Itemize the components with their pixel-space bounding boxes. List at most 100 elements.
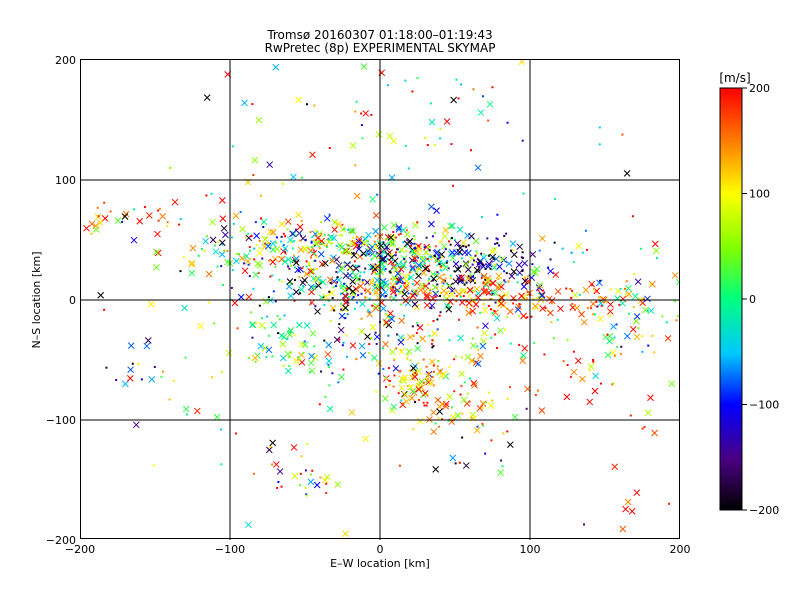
data-point-dot (388, 270, 391, 273)
data-point-x (599, 295, 607, 303)
data-point-x (671, 272, 679, 279)
data-point-dot (625, 293, 628, 296)
data-point-x (433, 248, 441, 256)
data-point-x (420, 269, 428, 277)
data-point-dot (496, 242, 499, 245)
data-point-x (308, 352, 315, 360)
data-point-x (440, 370, 448, 378)
data-point-x (381, 223, 388, 231)
data-point-dot (413, 238, 416, 241)
data-point-x (329, 257, 336, 265)
data-point-dot (483, 253, 486, 256)
data-point-dot (583, 523, 586, 526)
data-point-x (154, 249, 162, 257)
data-point-dot (556, 318, 559, 321)
data-point-dot (355, 301, 358, 304)
data-point-dot (236, 327, 239, 330)
data-point-dot (414, 246, 417, 249)
data-point-x (233, 257, 240, 265)
data-point-x (445, 305, 453, 313)
data-point-x (322, 293, 330, 300)
data-point-x (292, 288, 300, 296)
data-point-x (520, 293, 527, 301)
data-point-dot (406, 353, 409, 356)
data-point-x (464, 274, 472, 282)
data-point-x (520, 283, 528, 290)
data-point-dot (476, 345, 479, 348)
data-point-x (570, 368, 578, 376)
data-point-x (331, 226, 338, 233)
data-point-x (358, 328, 366, 335)
data-point-dot (653, 351, 656, 354)
data-point-dot (436, 328, 439, 331)
data-point-dot (352, 296, 355, 299)
data-point-dot (161, 370, 164, 373)
data-point-dot (613, 336, 616, 339)
data-point-dot (313, 104, 316, 107)
data-point-dot (438, 241, 441, 244)
data-point-dot (425, 236, 428, 239)
data-point-dot (482, 95, 485, 98)
data-point-x (289, 257, 297, 265)
data-point-x (354, 276, 362, 283)
data-point-x (497, 300, 505, 307)
data-point-dot (398, 464, 401, 467)
data-point-dot (280, 485, 283, 488)
data-point-x (432, 290, 439, 298)
data-point-dot (413, 401, 416, 404)
data-point-dot (347, 301, 350, 304)
data-point-dot (371, 304, 374, 307)
data-point-x (401, 290, 409, 298)
data-point-x (402, 391, 409, 398)
data-point-dot (428, 249, 431, 252)
data-point-dot (476, 348, 479, 351)
data-point-dot (220, 265, 223, 268)
data-point-x (301, 245, 308, 253)
data-point-x (625, 284, 632, 292)
data-point-dot (446, 260, 449, 263)
data-point-dot (385, 237, 388, 240)
data-point-dot (339, 285, 342, 288)
data-point-x (415, 272, 422, 280)
data-point-x (372, 227, 380, 235)
data-point-x (245, 521, 252, 529)
data-point-x (335, 262, 343, 269)
x-tick-label: 100 (520, 543, 541, 556)
colorbar-tick-label: −100 (749, 399, 779, 412)
data-point-x (323, 215, 331, 222)
data-point-dot (520, 256, 523, 259)
data-point-dot (380, 250, 383, 253)
data-point-dot (609, 288, 612, 291)
data-point-dot (327, 366, 330, 369)
data-point-x (257, 342, 265, 350)
data-point-dot (298, 276, 301, 279)
data-point-dot (304, 238, 307, 241)
data-point-x (496, 263, 503, 270)
data-point-dot (288, 267, 291, 270)
data-point-x (292, 259, 300, 267)
data-point-x (309, 151, 316, 159)
data-point-x (511, 413, 519, 421)
data-point-dot (410, 270, 413, 273)
data-point-dot (290, 264, 293, 267)
data-point-dot (182, 255, 185, 258)
data-point-dot (340, 234, 343, 237)
data-point-x (606, 337, 613, 345)
data-point-dot (184, 356, 187, 359)
data-point-x (389, 239, 397, 246)
data-point-dot (590, 307, 593, 310)
data-point-x (506, 441, 514, 449)
data-point-dot (467, 275, 470, 278)
data-point-dot (143, 206, 146, 209)
data-point-x (510, 268, 518, 276)
data-point-dot (395, 347, 398, 350)
data-point-x (372, 243, 380, 251)
data-point-dot (481, 422, 484, 425)
data-point-x (218, 251, 226, 258)
data-point-dot (387, 334, 390, 337)
data-point-dot (299, 472, 302, 475)
data-point-dot (544, 307, 547, 310)
data-point-dot (455, 294, 458, 297)
data-point-dot (489, 298, 492, 301)
data-point-x (575, 242, 583, 250)
